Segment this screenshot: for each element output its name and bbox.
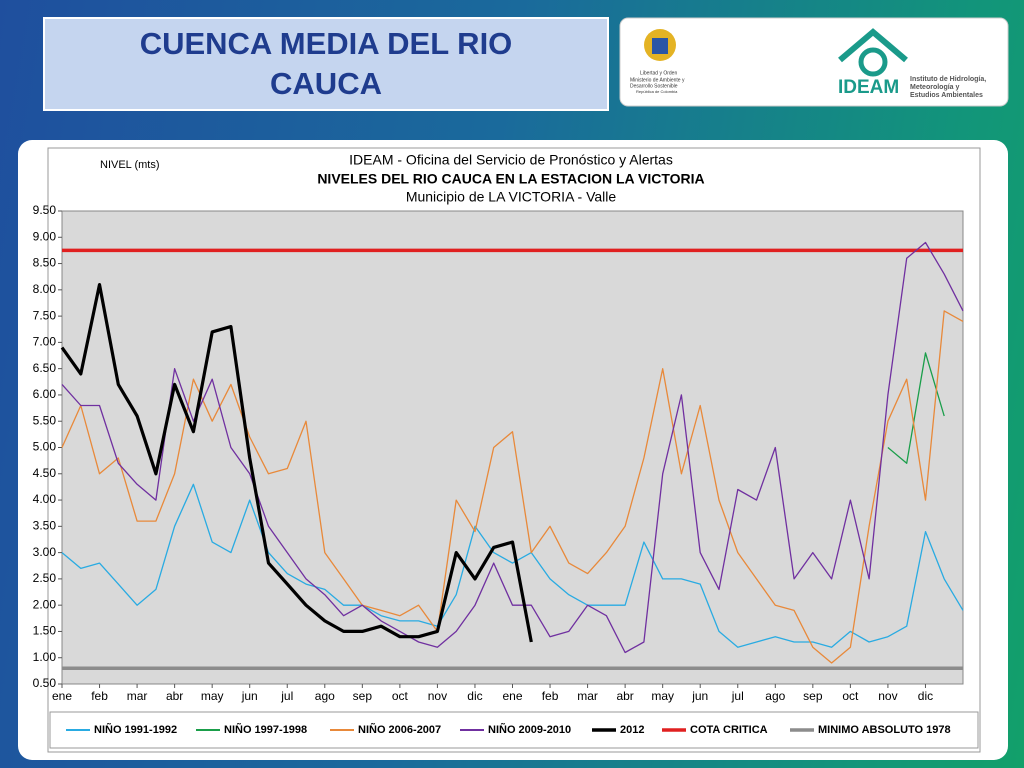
y-tick-label: 1.50: [33, 624, 57, 638]
legend-label: NIÑO 1991-1992: [94, 723, 177, 736]
x-tick-label: jun: [691, 689, 708, 703]
x-tick-label: mar: [577, 689, 598, 703]
y-tick-label: 9.50: [33, 203, 57, 217]
x-tick-label: dic: [918, 689, 933, 703]
logo-text: Libertad y Orden: [640, 70, 677, 76]
x-tick-label: ago: [765, 689, 785, 703]
series-line: [61, 483, 964, 648]
legend-label: MINIMO ABSOLUTO 1978: [818, 724, 951, 736]
logo-text: República de Colombia: [636, 89, 678, 94]
x-tick-label: ene: [52, 689, 72, 703]
y-tick-label: 5.00: [33, 440, 57, 454]
y-tick-label: 8.50: [33, 256, 57, 270]
x-tick-label: nov: [878, 689, 897, 703]
legend-label: NIÑO 1997-1998: [224, 723, 307, 736]
legend-label: NIÑO 2009-2010: [488, 723, 571, 736]
y-tick-label: 3.50: [33, 519, 57, 533]
logo-text: Meteorología y: [910, 84, 960, 91]
x-tick-label: may: [651, 689, 674, 703]
ideam-logo: [838, 28, 908, 63]
chart-subtitle: NIVELES DEL RIO CAUCA EN LA ESTACION LA …: [317, 171, 704, 187]
title-box: [43, 17, 609, 111]
x-tick-label: ene: [502, 689, 522, 703]
legend-label: 2012: [620, 724, 644, 736]
x-tick-label: sep: [353, 689, 373, 703]
x-tick-label: feb: [542, 689, 559, 703]
logo-box: [619, 17, 1009, 107]
x-tick-label: dic: [467, 689, 482, 703]
x-tick-label: oct: [842, 689, 859, 703]
plot-area: [61, 210, 964, 685]
y-tick-label: 2.50: [33, 571, 57, 585]
y-tick-label: 7.00: [33, 335, 57, 349]
y-tick-label: 7.50: [33, 308, 57, 322]
chart-title: IDEAM - Oficina del Servicio de Pronósti…: [349, 152, 673, 168]
x-tick-label: nov: [428, 689, 447, 703]
logo-text: Estudios Ambientales: [910, 92, 983, 99]
series-line: [60, 283, 533, 643]
y-tick-label: 6.00: [33, 387, 57, 401]
x-tick-label: jul: [731, 689, 744, 703]
y-tick-label: 1.00: [33, 650, 57, 664]
x-tick-label: abr: [616, 689, 633, 703]
chart-subtitle: Municipio de LA VICTORIA - Valle: [406, 189, 617, 205]
logo-text: Instituto de Hidrología,: [910, 76, 986, 83]
y-tick-label: 3.00: [33, 545, 57, 559]
x-tick-label: feb: [91, 689, 108, 703]
slide-title: CUENCA MEDIA DEL RIO: [140, 26, 513, 61]
x-tick-label: ago: [315, 689, 335, 703]
logo-text: Desarrollo Sostenible: [630, 83, 678, 89]
y-tick-label: 0.50: [33, 676, 57, 690]
y-tick-label: 4.50: [33, 466, 57, 480]
x-tick-label: may: [201, 689, 224, 703]
x-tick-label: jul: [280, 689, 293, 703]
legend-label: COTA CRITICA: [690, 724, 768, 736]
series-line: [61, 241, 964, 654]
y-tick-label: 2.00: [33, 597, 57, 611]
y-tick-label: 9.00: [33, 229, 57, 243]
series-line: [61, 310, 964, 664]
x-tick-label: abr: [166, 689, 183, 703]
y-tick-label: 4.00: [33, 492, 57, 506]
logo-text: Ministerio de Ambiente y: [630, 77, 685, 83]
y-tick-label: 8.00: [33, 282, 57, 296]
x-tick-label: jun: [241, 689, 258, 703]
y-tick-label: 6.50: [33, 361, 57, 375]
x-tick-label: sep: [803, 689, 823, 703]
y-tick-label: 5.50: [33, 413, 57, 427]
slide-title: CAUCA: [270, 66, 382, 101]
y-axis-label: NIVEL (mts): [100, 159, 160, 171]
x-tick-label: oct: [392, 689, 409, 703]
series-line: [887, 352, 945, 464]
legend-label: NIÑO 2006-2007: [358, 723, 441, 736]
coat-of-arms: [652, 38, 668, 54]
ideam-logo: [858, 47, 888, 77]
x-tick-label: mar: [127, 689, 148, 703]
ideam-name: IDEAM: [838, 77, 899, 98]
